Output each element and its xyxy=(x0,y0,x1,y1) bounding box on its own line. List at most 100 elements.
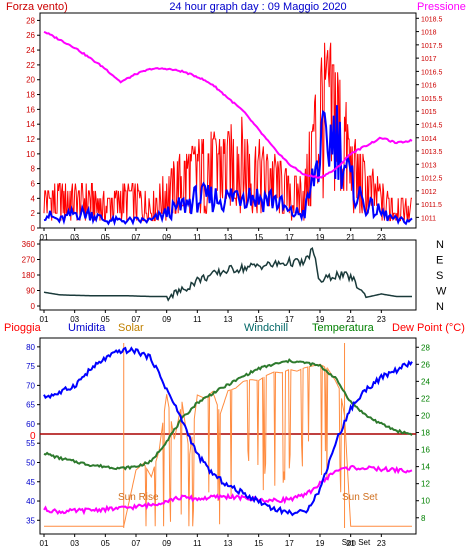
wind-left-tick-label: 4 xyxy=(31,194,36,203)
pressure-right-tick-label: 1011.5 xyxy=(421,202,442,209)
humidity-left-tick-label: 55 xyxy=(26,439,35,448)
compass-n-label: N xyxy=(436,301,444,313)
temp-x-tick-label: 13 xyxy=(224,539,233,548)
humidity-label: Umidita xyxy=(68,322,106,334)
wind-left-tick-label: 20 xyxy=(26,76,35,85)
wind-left-tick-label: 6 xyxy=(31,180,36,189)
temp-x-tick-label: 03 xyxy=(70,539,79,548)
compass-n-label: N xyxy=(436,239,444,251)
wind-x-tick-label: 09 xyxy=(162,233,171,242)
direction-left-tick-label: 180 xyxy=(22,271,36,280)
direction-left-tick-label: 360 xyxy=(22,240,36,249)
direction-left-tick-label: 270 xyxy=(22,256,36,265)
temp-x-tick-label: 19 xyxy=(316,539,325,548)
direction-left-tick-label: 90 xyxy=(26,287,35,296)
direction-x-tick-label: 09 xyxy=(162,315,171,324)
compass-w-label: W xyxy=(436,286,447,298)
pressure-line xyxy=(43,30,413,179)
pressure-right-tick-label: 1017.5 xyxy=(421,43,443,50)
pressure-right-tick-label: 1013.5 xyxy=(421,149,443,156)
temperature-right-tick-label: 20 xyxy=(421,411,430,420)
wind-left-tick-label: 2 xyxy=(31,209,36,218)
temperature-right-tick-label: 10 xyxy=(421,497,430,506)
direction-series-group xyxy=(43,246,412,302)
temperature-right-tick-label: 28 xyxy=(421,343,430,352)
compass-e-label: E xyxy=(436,255,443,267)
wind-left-tick-label: 18 xyxy=(26,91,35,100)
temp-x-tick-label: 01 xyxy=(40,539,49,548)
direction-x-tick-label: 19 xyxy=(316,315,325,324)
temperature-line xyxy=(43,358,413,471)
sunset-tick-label: Sun Set xyxy=(342,538,371,547)
temp-x-tick-label: 23 xyxy=(377,539,386,548)
pressure-right-tick-label: 1015.5 xyxy=(421,96,443,103)
wind-left-tick-label: 12 xyxy=(26,135,35,144)
dewpoint-line xyxy=(43,464,413,516)
sunrise-label: Sun Rise xyxy=(118,492,159,503)
wind-x-tick-label: 19 xyxy=(316,233,325,242)
direction-x-tick-label: 13 xyxy=(224,315,233,324)
wind-left-tick-label: 24 xyxy=(26,46,35,55)
pressure-right-tick-label: 1013 xyxy=(421,162,437,169)
direction-x-tick-label: 23 xyxy=(377,315,386,324)
direction-left-axis: 0 90 180 270 360 xyxy=(22,240,40,311)
wind-x-tick-label: 05 xyxy=(101,233,110,242)
direction-x-tick-label: 07 xyxy=(132,315,141,324)
wind-left-tick-label: 14 xyxy=(26,120,35,129)
pressure-right-tick-label: 1017 xyxy=(421,56,437,63)
temp-x-tick-label: 15 xyxy=(254,539,263,548)
temp-humidity-panel: Pioggia Umidita Solar Windchill Temperat… xyxy=(4,322,465,548)
wind-direction-line xyxy=(43,246,412,302)
pressure-right-tick-label: 1014 xyxy=(421,136,437,143)
sunset-label: Sun Set xyxy=(342,492,378,503)
wind-left-tick-label: 28 xyxy=(26,16,35,25)
chart-title: 24 hour graph day : 09 Maggio 2020 xyxy=(169,1,346,13)
wind-pressure-panel: Forza vento) 24 hour graph day : 09 Magg… xyxy=(6,1,466,242)
wind-force-label: Forza vento) xyxy=(6,1,68,13)
temp-x-tick-label: 17 xyxy=(285,539,294,548)
wind-x-tick-label: 03 xyxy=(70,233,79,242)
temperature-right-tick-label: 16 xyxy=(421,446,430,455)
humidity-left-tick-label: 75 xyxy=(26,362,35,371)
wind-x-tick-label: 15 xyxy=(254,233,263,242)
humidity-left-tick-label: 45 xyxy=(26,478,35,487)
direction-x-tick-label: 03 xyxy=(70,315,79,324)
direction-x-axis: 01 03 05 07 09 11 13 15 17 19 21 23 xyxy=(40,310,386,324)
humidity-left-tick-label: 60 xyxy=(26,420,35,429)
wind-left-tick-label: 16 xyxy=(26,105,35,114)
temp-x-tick-label: 09 xyxy=(162,539,171,548)
temp-x-tick-label: 05 xyxy=(101,539,110,548)
temperature-right-tick-label: 8 xyxy=(421,514,426,523)
wind-x-tick-label: 01 xyxy=(40,233,49,242)
wind-left-tick-label: 0 xyxy=(31,224,36,233)
windchill-label: Windchill xyxy=(244,322,288,334)
humidity-left-tick-label: 40 xyxy=(26,497,35,506)
direction-x-tick-label: 17 xyxy=(285,315,294,324)
temp-plot-frame xyxy=(39,337,417,535)
compass-s-label: S xyxy=(436,270,443,282)
solar-label: Solar xyxy=(118,322,144,334)
wind-x-tick-label: 13 xyxy=(224,233,233,242)
wind-x-tick-label: 23 xyxy=(377,233,386,242)
pressure-right-tick-label: 1012.5 xyxy=(421,176,443,183)
pressure-right-tick-label: 1014.5 xyxy=(421,122,443,129)
wind-left-tick-label: 22 xyxy=(26,61,35,70)
humidity-line xyxy=(43,346,413,517)
wind-x-tick-label: 11 xyxy=(193,233,202,242)
wind-left-tick-label: 26 xyxy=(26,31,35,40)
humidity-left-tick-label: 80 xyxy=(26,343,35,352)
wind-left-tick-label: 10 xyxy=(26,150,35,159)
pressure-right-tick-label: 1015 xyxy=(421,109,437,116)
wind-x-axis: 01 03 05 07 09 11 13 15 17 19 21 23 xyxy=(40,228,386,242)
wind-x-tick-label: 07 xyxy=(132,233,141,242)
pressure-right-tick-label: 1018 xyxy=(421,30,437,37)
solar-line xyxy=(44,363,412,527)
temp-series-group xyxy=(40,343,416,528)
wind-series-group xyxy=(43,30,413,227)
direction-x-tick-label: 05 xyxy=(101,315,110,324)
temperature-right-tick-label: 14 xyxy=(421,463,430,472)
direction-plot-frame xyxy=(39,239,417,311)
